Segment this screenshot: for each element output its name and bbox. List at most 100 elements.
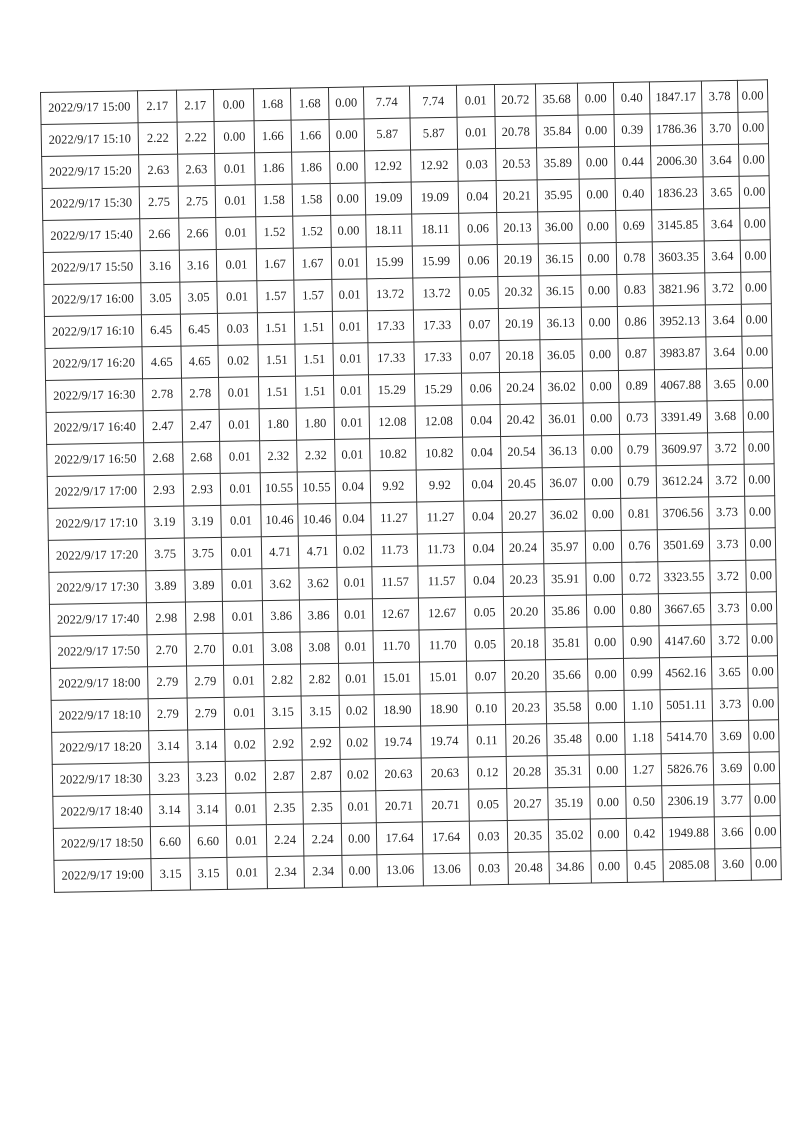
value-cell: 20.53: [495, 147, 538, 181]
value-cell: 1.58: [292, 183, 331, 217]
value-cell: 2.32: [259, 440, 298, 473]
value-cell: 3.08: [262, 632, 301, 665]
value-cell: 20.23: [505, 691, 547, 725]
value-cell: 3.08: [299, 631, 339, 665]
value-cell: 5826.76: [661, 752, 714, 786]
value-cell: 0.00: [737, 111, 769, 145]
value-cell: 5.87: [410, 117, 458, 151]
value-cell: 3323.55: [657, 560, 711, 594]
value-cell: 0.00: [330, 182, 366, 216]
value-cell: 20.32: [497, 275, 540, 309]
timestamp-cell: 2022/9/17 15:10: [41, 122, 139, 157]
value-cell: 0.00: [329, 118, 365, 152]
value-cell: 3.16: [179, 249, 217, 283]
value-cell: 12.92: [364, 150, 412, 183]
value-cell: 0.01: [221, 536, 262, 570]
value-cell: 2.68: [182, 441, 221, 475]
value-cell: 2.82: [263, 664, 302, 697]
value-cell: 3.65: [706, 368, 743, 401]
value-cell: 12.08: [415, 405, 463, 438]
value-cell: 35.91: [543, 563, 587, 596]
value-cell: 3.64: [705, 304, 742, 337]
value-cell: 2.47: [182, 409, 220, 443]
value-cell: 3.64: [702, 144, 740, 177]
value-cell: 1.51: [257, 344, 296, 377]
value-cell: 1.57: [256, 280, 295, 313]
value-cell: 20.42: [500, 403, 542, 437]
value-cell: 20.19: [497, 243, 539, 277]
value-cell: 6.60: [150, 826, 190, 859]
value-cell: 36.02: [540, 371, 584, 404]
value-cell: 0.73: [619, 401, 656, 435]
value-cell: 0.01: [219, 408, 260, 442]
value-cell: 6.60: [189, 825, 227, 859]
value-cell: 20.48: [507, 851, 550, 885]
value-cell: 15.01: [419, 661, 468, 694]
value-cell: 2.98: [185, 601, 223, 635]
value-cell: 0.01: [334, 406, 370, 440]
value-cell: 2.79: [186, 665, 225, 699]
value-cell: 0.00: [742, 367, 773, 401]
value-cell: 0.02: [340, 758, 376, 792]
value-cell: 0.45: [626, 849, 664, 883]
timestamp-cell: 2022/9/17 18:50: [53, 826, 151, 861]
value-cell: 0.00: [745, 527, 776, 561]
value-cell: 11.57: [371, 565, 419, 599]
value-cell: 10.46: [297, 503, 337, 537]
value-cell: 0.06: [458, 212, 498, 246]
value-cell: 15.01: [373, 661, 421, 695]
scanned-page: 2022/9/17 15:00 2.17 2.17 0.00 1.68 1.68 0.00 7…: [40, 79, 782, 893]
value-cell: 0.00: [739, 175, 770, 209]
value-cell: 0.00: [578, 146, 616, 180]
value-cell: 3.05: [140, 282, 181, 315]
value-cell: 3.66: [714, 816, 751, 849]
value-cell: 18.11: [411, 213, 460, 247]
value-cell: 11.70: [372, 629, 420, 663]
value-cell: 0.01: [220, 472, 261, 506]
value-cell: 12.08: [369, 406, 416, 439]
value-cell: 36.05: [539, 339, 583, 372]
value-cell: 0.00: [585, 530, 622, 564]
value-cell: 3.62: [261, 568, 300, 601]
value-cell: 1.66: [254, 120, 292, 153]
value-cell: 15.99: [412, 245, 460, 279]
value-cell: 11.57: [417, 565, 466, 598]
value-cell: 1.51: [258, 376, 297, 409]
timestamp-cell: 2022/9/17 17:20: [48, 538, 146, 573]
value-cell: 3.16: [140, 250, 180, 283]
value-cell: 0.01: [222, 632, 264, 666]
value-cell: 18.11: [365, 214, 413, 247]
value-cell: 2.92: [301, 727, 341, 761]
value-cell: 3667.65: [658, 592, 711, 626]
value-cell: 0.01: [331, 278, 368, 312]
value-cell: 2.17: [137, 90, 178, 123]
value-cell: 20.18: [503, 627, 546, 661]
value-cell: 20.35: [507, 819, 549, 853]
timestamp-cell: 2022/9/17 16:40: [46, 410, 144, 445]
value-cell: 18.90: [374, 693, 421, 727]
value-cell: 0.79: [620, 465, 657, 499]
value-cell: 10.46: [260, 504, 299, 537]
value-cell: 1.80: [259, 408, 297, 441]
value-cell: 11.27: [416, 501, 465, 534]
value-cell: 17.64: [422, 821, 470, 854]
timestamp-cell: 2022/9/17 16:10: [44, 314, 142, 349]
value-cell: 0.01: [340, 790, 377, 824]
timestamp-cell: 2022/9/17 17:50: [50, 634, 148, 669]
value-cell: 5.87: [364, 118, 411, 151]
value-cell: 3.23: [149, 762, 189, 795]
value-cell: 0.01: [332, 342, 369, 376]
timestamp-cell: 2022/9/17 17:40: [49, 602, 147, 637]
value-cell: 0.00: [737, 79, 768, 113]
value-cell: 3.14: [149, 794, 190, 827]
value-cell: 0.01: [334, 438, 371, 472]
value-cell: 13.72: [366, 278, 414, 311]
value-cell: 13.06: [422, 853, 471, 886]
value-cell: 0.00: [330, 214, 367, 248]
value-cell: 36.13: [539, 307, 582, 340]
value-cell: 35.86: [544, 595, 587, 628]
value-cell: 0.00: [741, 303, 772, 337]
value-cell: 0.00: [745, 559, 777, 593]
value-cell: 0.00: [747, 655, 779, 689]
value-cell: 3.23: [188, 761, 226, 795]
